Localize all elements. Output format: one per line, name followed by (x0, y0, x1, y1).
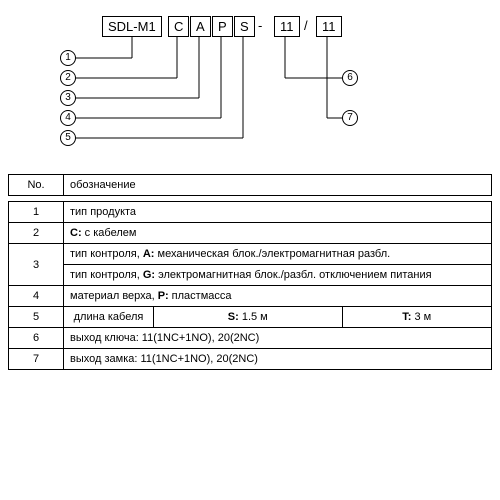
circle-4: 4 (60, 110, 76, 126)
row-text: выход ключа: 11(1NC+1NO), 20(2NC) (64, 328, 492, 349)
row-text: тип контроля, G: электромагнитная блок./… (64, 265, 492, 286)
circle-1: 1 (60, 50, 76, 66)
table-row: 1 тип продукта (9, 202, 492, 223)
table-row: 5 длина кабеля S: 1.5 м T: 3 м (9, 307, 492, 328)
row-no: 1 (9, 202, 64, 223)
row-no: 6 (9, 328, 64, 349)
header-no: No. (9, 175, 64, 196)
row-sublabel: длина кабеля (64, 307, 154, 328)
row-no: 5 (9, 307, 64, 328)
code-sep-slash: / (304, 18, 308, 33)
row-text: тип контроля, А: механическая блок./элек… (64, 244, 492, 265)
code-sep-dash: - (258, 18, 262, 33)
circle-6: 6 (342, 70, 358, 86)
table-row: 2 С: с кабелем (9, 223, 492, 244)
circle-2: 2 (60, 70, 76, 86)
row-opt1: S: 1.5 м (154, 307, 343, 328)
code-box-s: S (234, 16, 255, 37)
legend-table: No. обозначение 1 тип продукта 2 С: с ка… (8, 174, 492, 370)
row-text: выход замка: 11(1NC+1NO), 20(2NC) (64, 349, 492, 370)
table-header-row: No. обозначение (9, 175, 492, 196)
row-no: 3 (9, 244, 64, 286)
row-no: 4 (9, 286, 64, 307)
circle-3: 3 (60, 90, 76, 106)
table-row: 3 тип контроля, А: механическая блок./эл… (9, 244, 492, 265)
code-box-11b: 11 (316, 16, 342, 37)
code-box-sdl: SDL-M1 (102, 16, 162, 37)
code-box-c: C (168, 16, 189, 37)
code-diagram: SDL-M1 C A P S - 11 / 11 1 2 3 4 5 6 7 (8, 8, 492, 168)
row-no: 7 (9, 349, 64, 370)
code-box-p: P (212, 16, 233, 37)
circle-5: 5 (60, 130, 76, 146)
table-row: 7 выход замка: 11(1NC+1NO), 20(2NC) (9, 349, 492, 370)
row-text: тип продукта (64, 202, 492, 223)
row-text: материал верха, Р: пластмасса (64, 286, 492, 307)
row-opt2: T: 3 м (342, 307, 491, 328)
row-no: 2 (9, 223, 64, 244)
circle-7: 7 (342, 110, 358, 126)
code-box-11a: 11 (274, 16, 300, 37)
header-label: обозначение (64, 175, 492, 196)
table-row: 6 выход ключа: 11(1NC+1NO), 20(2NC) (9, 328, 492, 349)
table-row: тип контроля, G: электромагнитная блок./… (9, 265, 492, 286)
code-box-a: A (190, 16, 211, 37)
table-row: 4 материал верха, Р: пластмасса (9, 286, 492, 307)
row-text: С: с кабелем (64, 223, 492, 244)
